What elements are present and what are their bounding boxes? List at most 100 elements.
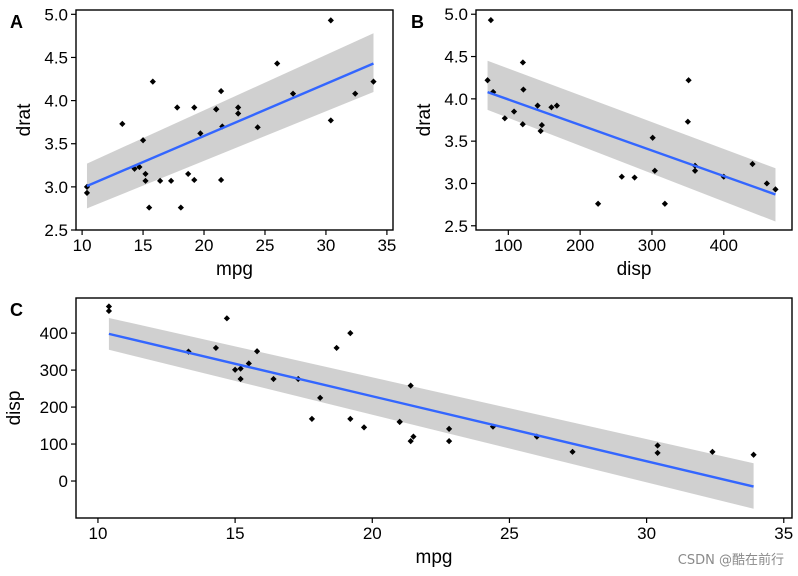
data-point: [327, 17, 334, 24]
data-point: [352, 90, 359, 97]
data-point: [534, 102, 541, 109]
panel-tag: B: [411, 12, 424, 32]
y-tick-label: 0: [59, 472, 68, 491]
data-point: [217, 87, 225, 95]
data-point: [501, 115, 508, 122]
y-tick-label: 2.5: [44, 221, 68, 240]
confidence-band: [108, 317, 754, 509]
data-point: [105, 303, 113, 310]
data-point: [197, 130, 204, 137]
panel-b: 100 200 300 400 2.5 3.0 3.5 4.0 4.5 5.0 disp drat B: [411, 5, 793, 280]
y-tick-label: 2.5: [444, 217, 468, 236]
confidence-band: [86, 33, 374, 209]
data-point: [168, 177, 175, 184]
data-point: [253, 348, 261, 355]
data-point: [370, 78, 377, 85]
data-point: [654, 449, 661, 457]
data-point: [308, 415, 316, 423]
data-point: [185, 170, 192, 178]
data-point: [212, 344, 220, 352]
data-point: [254, 124, 261, 131]
x-tick-label: 25: [500, 524, 519, 543]
data-point: [327, 117, 334, 124]
data-point: [274, 60, 281, 67]
data-point: [217, 176, 225, 184]
data-point: [651, 167, 658, 174]
y-tick-label: 200: [40, 398, 68, 417]
x-axis-label: disp: [617, 259, 652, 280]
data-point: [654, 442, 661, 449]
data-point: [594, 200, 602, 207]
data-point: [749, 160, 756, 168]
data-point: [631, 174, 638, 181]
data-point: [360, 424, 368, 431]
x-axis-label: mpg: [216, 259, 253, 280]
y-tick-label: 3.0: [444, 174, 468, 193]
confidence-band: [487, 60, 776, 222]
data-point: [553, 102, 560, 109]
x-tick-label: 20: [363, 524, 382, 543]
data-point: [149, 78, 156, 85]
data-point: [119, 120, 126, 127]
y-axis-label: drat: [14, 103, 35, 136]
data-point: [232, 366, 239, 373]
data-point: [709, 448, 716, 455]
data-point: [691, 167, 699, 174]
data-point: [569, 448, 576, 455]
data-point: [538, 121, 545, 129]
data-point: [661, 200, 668, 207]
data-point: [510, 108, 518, 115]
data-point: [537, 127, 544, 135]
y-tick-label: 4.0: [44, 92, 68, 111]
data-point: [520, 86, 527, 93]
data-point: [750, 451, 757, 458]
data-point: [347, 415, 354, 423]
x-tick-label: 10: [88, 524, 107, 543]
x-tick-label: 30: [637, 524, 656, 543]
data-point: [333, 344, 340, 352]
data-point: [191, 104, 198, 111]
y-tick-label: 3.5: [444, 132, 468, 151]
data-point: [174, 104, 181, 111]
data-point: [487, 17, 494, 24]
x-tick-label: 30: [316, 236, 335, 255]
data-point: [649, 134, 656, 141]
data-point: [685, 77, 692, 84]
data-point: [317, 394, 324, 401]
data-point: [519, 59, 526, 66]
panel-a: 10 15 20 25 30 35 2.5 3.0 3.5 4.0 4.5 5.0 mpg drat A: [10, 5, 396, 280]
x-tick-label: 35: [774, 524, 793, 543]
data-point: [548, 104, 555, 111]
data-point: [146, 204, 153, 211]
data-point: [235, 104, 242, 111]
regression-line: [86, 62, 374, 188]
panel-frame: [75, 9, 394, 231]
x-tick-label: 200: [566, 236, 594, 255]
x-tick-label: 20: [195, 236, 214, 255]
data-point: [191, 176, 198, 184]
y-tick-label: 100: [40, 435, 68, 454]
panel-tag: A: [10, 12, 23, 32]
data-point: [177, 204, 184, 211]
data-point: [223, 315, 230, 322]
regression-line: [487, 90, 776, 196]
y-tick-label: 4.5: [444, 48, 468, 67]
data-point: [105, 307, 113, 315]
data-point: [684, 118, 691, 125]
data-point: [763, 180, 770, 187]
data-point: [407, 382, 414, 389]
x-tick-label: 15: [134, 236, 153, 255]
data-point: [245, 360, 252, 367]
y-tick-label: 5.0: [44, 5, 68, 24]
y-axis-label: drat: [414, 103, 435, 136]
data-point: [157, 177, 164, 184]
y-tick-label: 5.0: [444, 5, 468, 24]
x-tick-label: 35: [377, 236, 396, 255]
data-point: [410, 433, 417, 440]
y-tick-label: 4.5: [44, 48, 68, 67]
data-point: [235, 110, 242, 117]
data-point: [618, 173, 625, 180]
y-tick-label: 4.0: [444, 90, 468, 109]
data-point: [396, 418, 403, 425]
x-tick-label: 15: [226, 524, 245, 543]
